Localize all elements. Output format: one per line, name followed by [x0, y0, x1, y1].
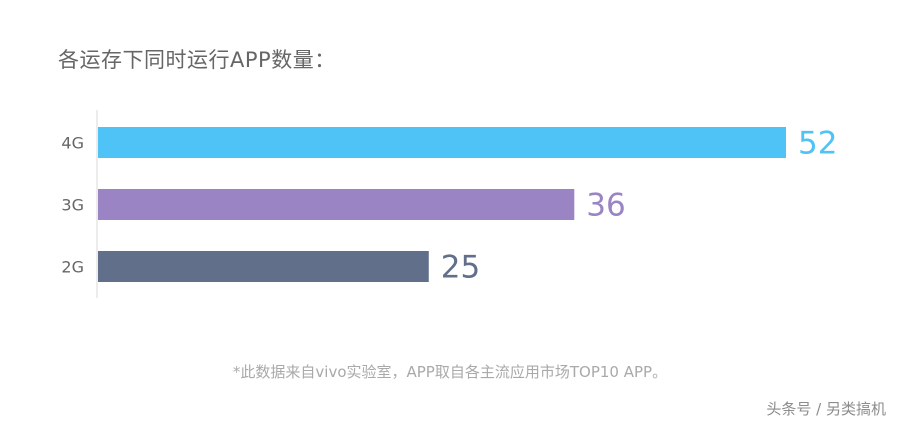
value-label-2g: 25: [441, 250, 480, 286]
bar-2g: [98, 251, 429, 282]
category-label-3g: 3G: [61, 196, 84, 215]
bar-3g: [98, 189, 575, 220]
chart-title: 各运存下同时运行APP数量：: [58, 48, 336, 72]
bars-group: 4G 52 3G 36 2G 25: [61, 126, 837, 286]
category-label-4g: 4G: [61, 134, 84, 153]
bar-4g: [98, 127, 786, 158]
value-label-3g: 36: [586, 188, 625, 224]
watermark: 头条号 / 另类搞机: [766, 400, 886, 418]
footnote: *此数据来自vivo实验室，APP取自各主流应用市场TOP10 APP。: [232, 363, 668, 381]
value-label-4g: 52: [798, 126, 837, 162]
category-label-2g: 2G: [61, 258, 84, 277]
